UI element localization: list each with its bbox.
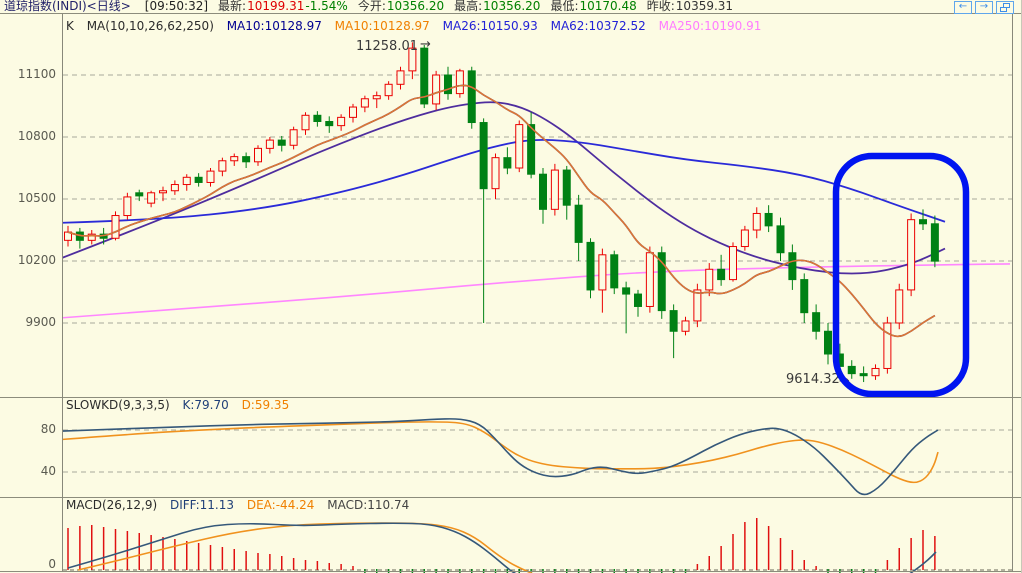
ma62-value-label: MA62:10372.52 <box>550 19 646 33</box>
y-axis-tick: 9900 <box>25 315 56 329</box>
slowkd-indicator-row: SLOWKD(9,3,3,5) K:79.70 D:59.35 <box>66 399 298 412</box>
field-prevclose-value: 10359.31 <box>675 0 734 13</box>
svg-text:9614.32: 9614.32 <box>786 372 840 387</box>
field-low-label: 最低: <box>550 0 579 13</box>
quote-time: [09:50:32] <box>144 0 209 13</box>
ma26-value-label: MA26:10150.93 <box>442 19 538 33</box>
dea-value-label: DEA:-44.24 <box>246 498 315 512</box>
field-prevclose-label: 昨收: <box>646 0 675 13</box>
ma-params-label: MA(10,10,26,62,250) <box>86 19 214 33</box>
field-last-label: 最新: <box>218 0 247 13</box>
right-arrow-icon: → <box>979 1 989 12</box>
main-indicator-row: K MA(10,10,26,62,250) MA10:10128.97 MA10… <box>66 20 770 33</box>
k-value-label: K:79.70 <box>182 398 229 412</box>
field-last-value: 10199.31 <box>247 0 305 13</box>
d-value-label: D:59.35 <box>241 398 290 412</box>
left-arrow-icon: ← <box>958 1 968 12</box>
slowkd-params-label: SLOWKD(9,3,3,5) <box>66 398 170 412</box>
instrument-title: 道琼指数(INDI)<日线> <box>4 0 131 13</box>
y-axis-tick: 10800 <box>17 129 56 143</box>
macd-axis-zero-tick: 0 <box>48 557 56 571</box>
cascade-window-button[interactable] <box>996 1 1014 14</box>
field-low-value: 10170.48 <box>579 0 637 13</box>
header-buttons: ← → <box>954 1 1014 14</box>
ma250-value-label: MA250:10190.91 <box>658 19 762 33</box>
macd-value-label: MACD:110.74 <box>327 498 410 512</box>
svg-text:11258.01: 11258.01 <box>356 39 418 54</box>
quote-header: 道琼指数(INDI)<日线> [09:50:32] 最新:10199.31-1.54… <box>0 0 1022 13</box>
field-high-value: 10356.20 <box>483 0 541 13</box>
kd-axis-tick: 40 <box>40 464 56 478</box>
ma10b-value-label: MA10:10128.97 <box>334 19 430 33</box>
diff-value-label: DIFF:11.13 <box>169 498 235 512</box>
field-open-label: 今开: <box>357 0 386 13</box>
k-chart-label: K <box>66 19 74 33</box>
ma10-value-label: MA10:10128.97 <box>226 19 322 33</box>
y-axis-tick: 10500 <box>17 191 56 205</box>
macd-params-label: MACD(26,12,9) <box>66 498 158 512</box>
macd-indicator-row: MACD(26,12,9) DIFF:11.13 DEA:-44.24 MACD… <box>66 499 418 512</box>
cascade-windows-icon <box>1000 3 1010 12</box>
y-axis-tick: 10200 <box>17 253 56 267</box>
field-change-pct: -1.54% <box>305 0 348 13</box>
y-axis-tick: 11100 <box>17 67 56 81</box>
field-high-label: 最高: <box>454 0 483 13</box>
field-open-value: 10356.20 <box>386 0 445 13</box>
svg-text:→: → <box>420 37 431 52</box>
kd-axis-tick: 80 <box>40 422 56 436</box>
next-page-button[interactable]: → <box>975 1 993 14</box>
prev-page-button[interactable]: ← <box>954 1 972 14</box>
